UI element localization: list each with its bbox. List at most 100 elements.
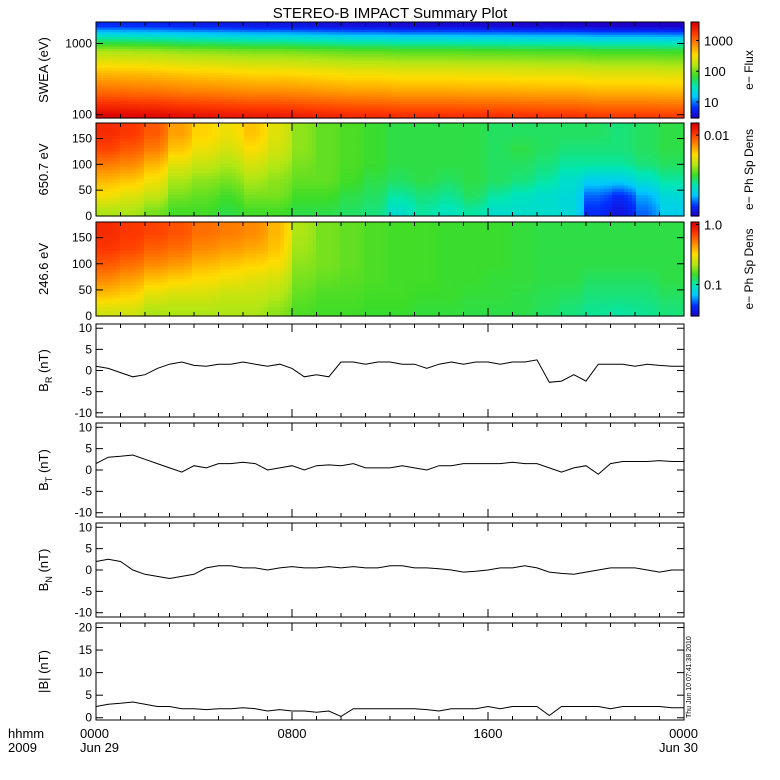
swea-cell xyxy=(200,38,205,42)
swea-cell xyxy=(400,48,405,52)
swea-cell xyxy=(448,67,453,71)
swea-cell xyxy=(320,103,325,107)
swea-cell xyxy=(344,101,349,105)
swea-cell xyxy=(144,101,149,105)
swea-cell xyxy=(224,50,229,54)
swea-cell xyxy=(440,55,445,59)
swea-cell xyxy=(408,96,413,100)
swea-cell xyxy=(412,84,417,88)
swea-cell xyxy=(168,98,173,102)
swea-cell xyxy=(208,89,213,93)
swea-cell xyxy=(416,62,421,66)
swea-cell xyxy=(240,67,245,71)
swea-cell xyxy=(392,38,397,42)
swea-cell xyxy=(340,101,345,105)
swea-cell xyxy=(452,94,457,97)
swea-cell xyxy=(344,89,349,93)
swea-cell xyxy=(164,103,169,107)
swea-cell xyxy=(408,74,413,78)
swea-cell xyxy=(288,60,293,64)
swea-cell xyxy=(372,41,377,45)
swea-cell xyxy=(252,115,257,119)
swea-cell xyxy=(276,77,281,81)
swea-cell xyxy=(96,77,101,81)
swea-cell xyxy=(288,91,293,95)
swea-cell xyxy=(404,36,409,40)
swea-cell xyxy=(400,110,405,114)
swea-cell xyxy=(156,67,161,71)
swea-cell xyxy=(296,50,301,54)
swea-cell xyxy=(244,86,249,90)
swea-cell xyxy=(168,48,173,52)
swea-cell xyxy=(368,48,373,52)
swea-cell xyxy=(276,96,281,100)
swea-cell xyxy=(100,94,105,97)
swea-cell xyxy=(272,91,277,95)
swea-cell xyxy=(188,96,193,100)
swea-cell xyxy=(260,50,265,54)
swea-cell xyxy=(420,29,425,33)
swea-cell xyxy=(220,31,225,35)
swea-cell xyxy=(120,84,125,88)
swea-cell xyxy=(104,38,109,42)
swea-cell xyxy=(164,50,169,54)
swea-cell xyxy=(216,106,221,109)
swea-cell xyxy=(264,29,269,33)
swea-cell xyxy=(160,38,165,42)
swea-cell xyxy=(320,29,325,33)
swea-cell xyxy=(272,96,277,100)
swea-cell xyxy=(96,79,101,83)
swea-cell xyxy=(288,38,293,42)
swea-cell xyxy=(284,36,289,40)
swea-cell xyxy=(404,55,409,59)
swea-cell xyxy=(176,103,181,107)
swea-cell xyxy=(192,108,197,112)
swea-cell xyxy=(348,67,353,71)
swea-cell xyxy=(324,91,329,95)
swea-cell xyxy=(256,58,261,61)
swea-cell xyxy=(288,22,293,25)
swea-cell xyxy=(324,98,329,102)
swea-cell xyxy=(392,113,397,117)
swea-cell xyxy=(240,62,245,66)
swea-cell xyxy=(268,106,273,109)
swea-cell xyxy=(232,106,237,109)
swea-cell xyxy=(212,24,217,28)
swea-cell xyxy=(372,50,377,54)
swea-cell xyxy=(204,115,209,119)
swea-cell xyxy=(204,86,209,90)
swea-cell xyxy=(120,106,125,109)
swea-cell xyxy=(140,110,145,114)
swea-cell xyxy=(104,82,109,85)
swea-cell xyxy=(264,115,269,119)
swea-cell xyxy=(364,106,369,109)
swea-cell xyxy=(208,72,213,76)
swea-cell xyxy=(380,79,385,83)
swea-cell xyxy=(220,26,225,30)
swea-cell xyxy=(252,31,257,35)
swea-cell xyxy=(136,65,141,69)
swea-cell xyxy=(360,98,365,102)
swea-cell xyxy=(296,43,301,47)
swea-cell xyxy=(256,110,261,114)
swea-cell xyxy=(204,72,209,76)
swea-cell xyxy=(308,96,313,100)
swea-cell xyxy=(348,106,353,109)
swea-cell xyxy=(368,36,373,40)
swea-cell xyxy=(424,101,429,105)
swea-cell xyxy=(352,94,357,97)
swea-cell xyxy=(396,36,401,40)
swea-cell xyxy=(316,77,321,81)
swea-cell xyxy=(224,103,229,107)
swea-cell xyxy=(396,72,401,76)
swea-cell xyxy=(316,50,321,54)
swea-cell xyxy=(380,43,385,47)
swea-cell xyxy=(220,41,225,45)
swea-cell xyxy=(116,36,121,40)
swea-cell xyxy=(356,89,361,93)
swea-cell xyxy=(412,34,417,37)
swea-cell xyxy=(380,62,385,66)
swea-cell xyxy=(396,65,401,69)
swea-cell xyxy=(344,86,349,90)
swea-cell xyxy=(212,65,217,69)
